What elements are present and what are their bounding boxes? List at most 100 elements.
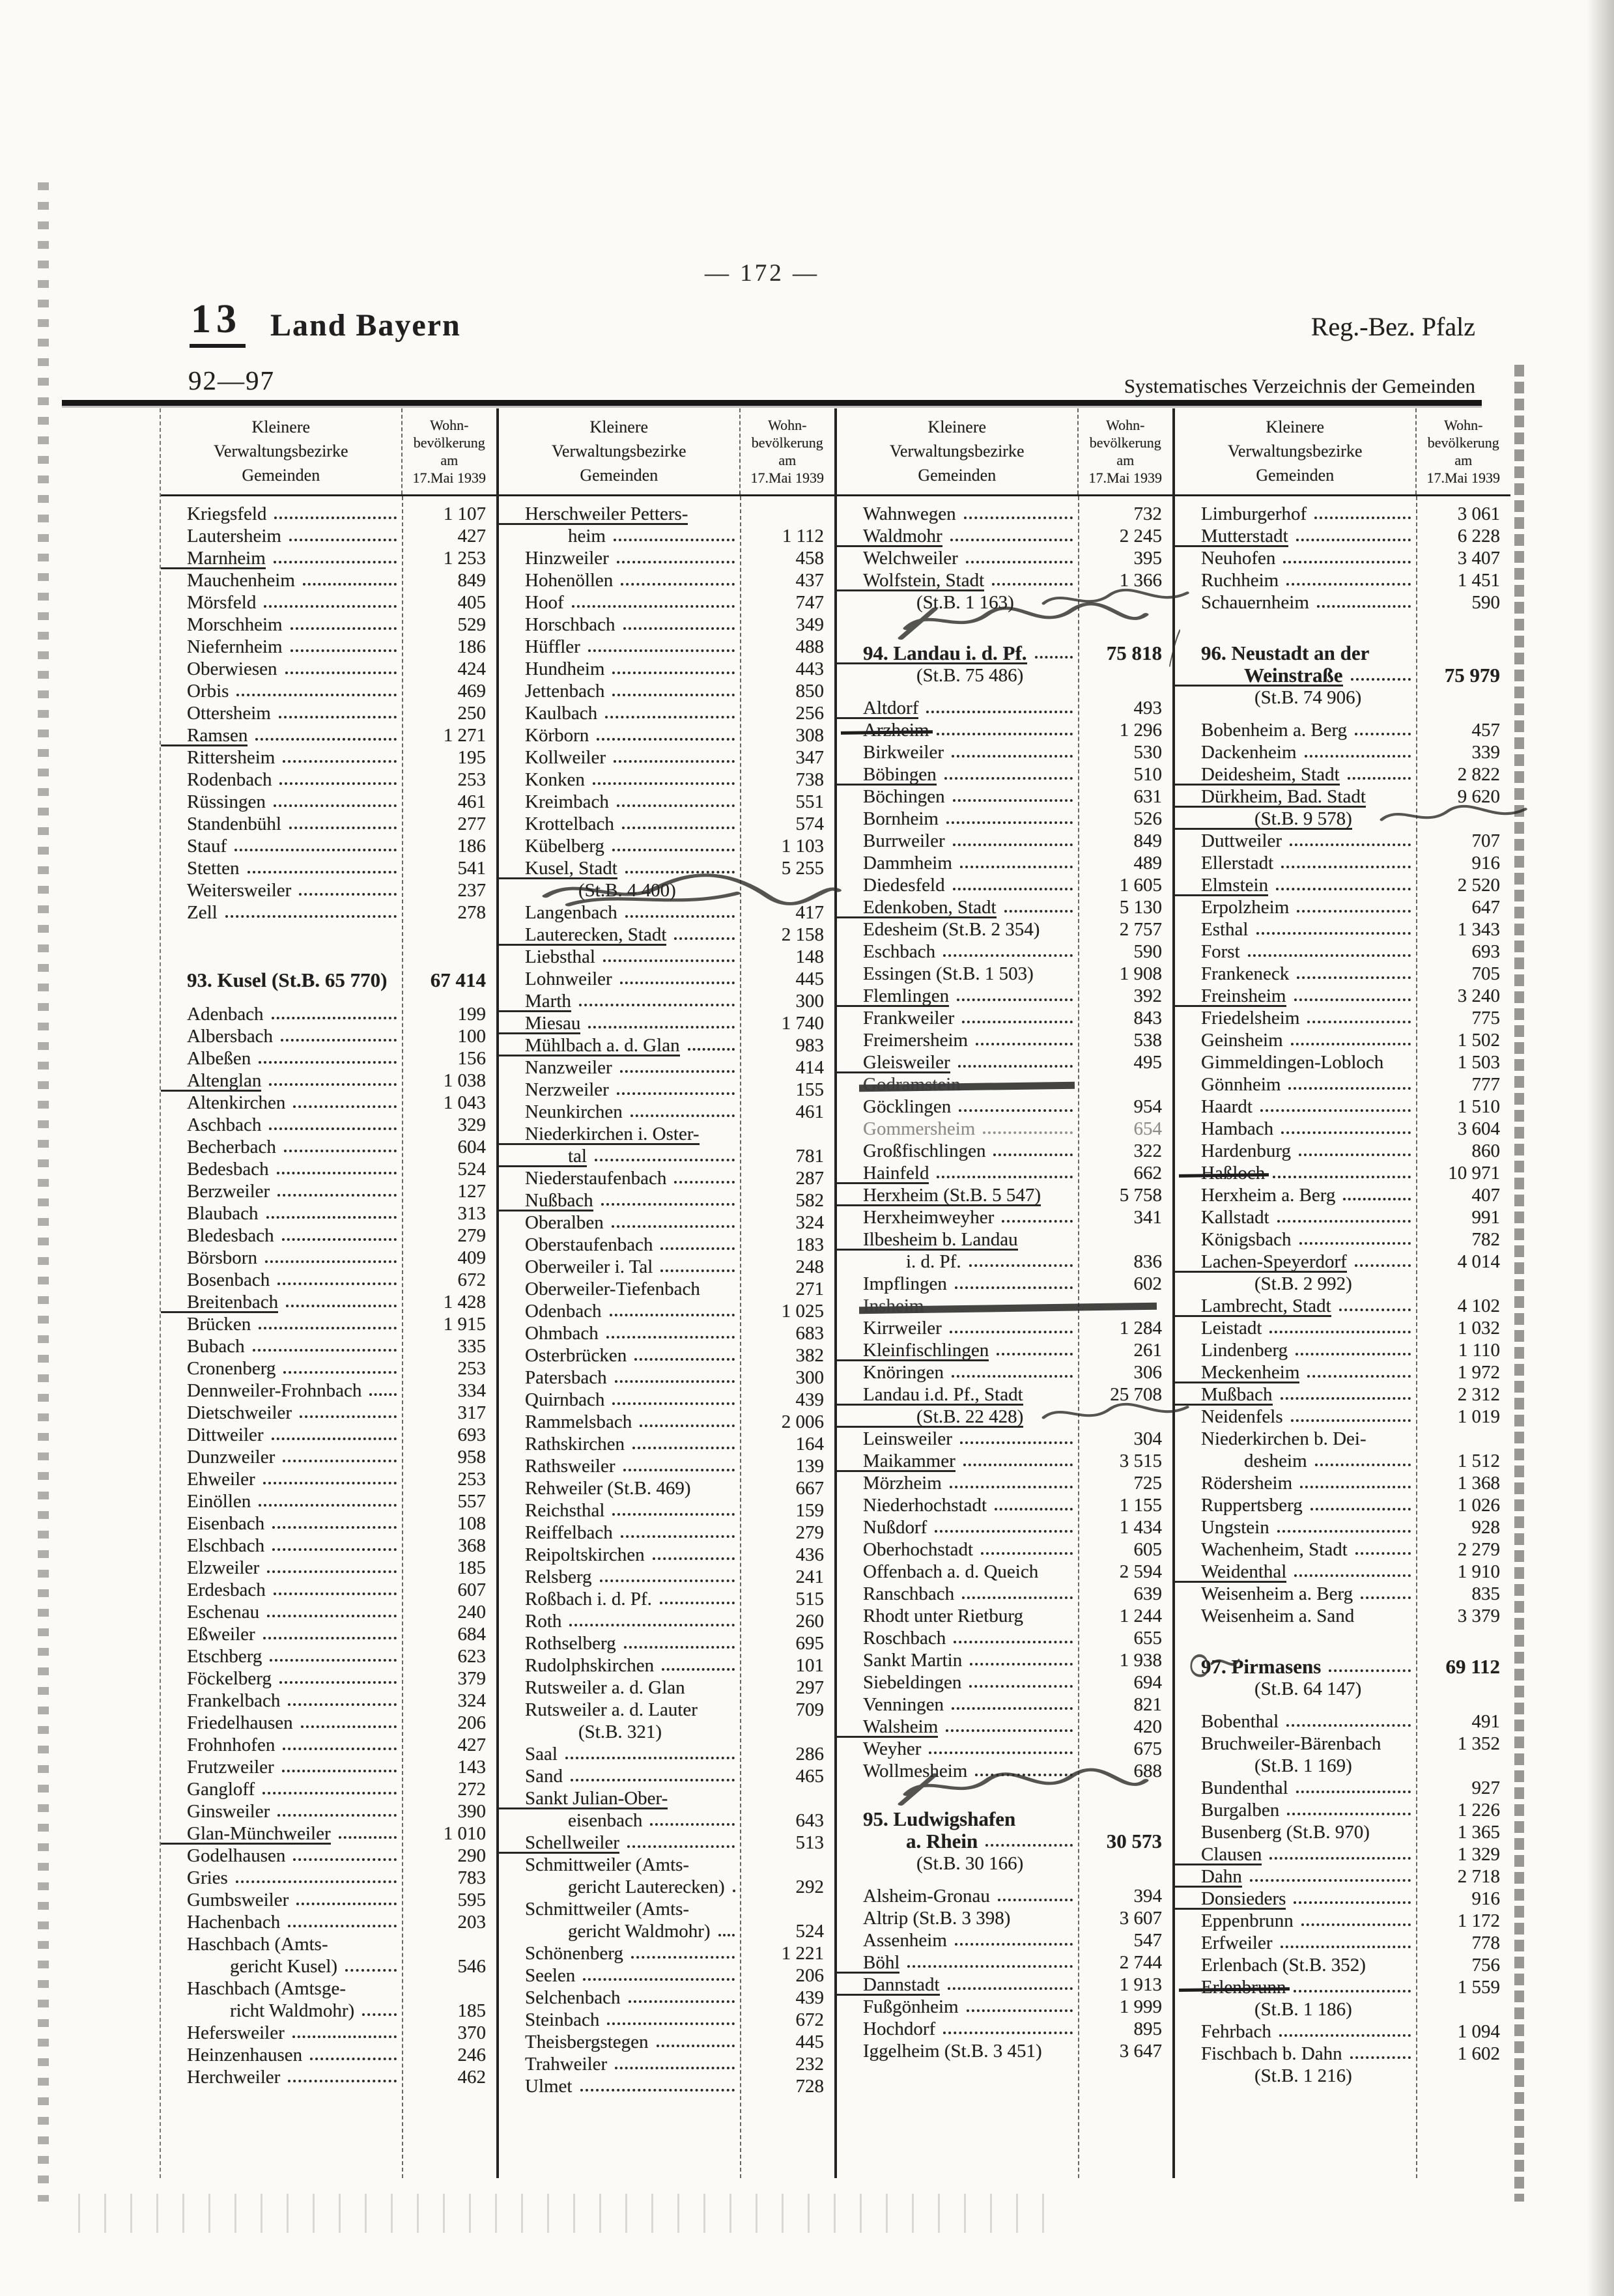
population-value: 139 — [795, 1456, 825, 1477]
table-row: Siebeldingen 694 — [837, 1671, 1172, 1694]
gemeinde-name: Rehweiler (St.B. 469) — [525, 1478, 691, 1499]
table-row: Oberwiesen 424 — [161, 658, 496, 680]
population-value: 1 019 — [1457, 1406, 1500, 1427]
table-row: Rutsweiler a. d. Glan 297 — [499, 1677, 834, 1699]
dot-leader — [259, 1490, 397, 1507]
gemeinde-name: Böhl — [837, 1951, 900, 1974]
stb-note-row: (St.B. 2 992) — [1175, 1273, 1510, 1295]
gemeinde-name: Kusel, Stadt — [499, 857, 617, 879]
population-value: 1 107 — [443, 503, 486, 524]
gemeinde-name: Hochdorf — [863, 2019, 936, 2039]
dot-leader — [628, 1987, 735, 2003]
filler — [1381, 1733, 1416, 1755]
table-row: Glan-Münchweiler 1 010 — [161, 1822, 496, 1845]
table-row: Geinsheim 1 502 — [1175, 1029, 1510, 1051]
table-row: Kreimbach 551 — [499, 791, 834, 813]
population-value: 186 — [457, 636, 487, 657]
population-value: 297 — [795, 1677, 825, 1698]
table-row: Becherbach 604 — [161, 1136, 496, 1158]
gemeinde-name: Schellweiler — [499, 1832, 619, 1854]
population-value: 2 520 — [1457, 875, 1500, 896]
population-value: 547 — [1133, 1930, 1163, 1951]
dot-leader — [1283, 547, 1411, 563]
table-row: Ginsweiler 390 — [161, 1800, 496, 1822]
gemeinde-name: Oberhochstadt — [863, 1539, 974, 1560]
population-value: 300 — [795, 1367, 825, 1388]
gemeinde-name: Hefersweiler — [187, 2022, 285, 2043]
dot-leader — [976, 1029, 1073, 1045]
table-row: Standenbühl 277 — [161, 813, 496, 835]
gemeinde-name: Nerzweiler — [525, 1079, 609, 1100]
gemeinde-name: (St.B. 64 147) — [1254, 1679, 1362, 1699]
column-body: Kriegsfeld 1 107 Lautersheim 427 Marnheim 1 2… — [161, 496, 496, 2178]
gemeinde-name: Stauf — [187, 836, 227, 857]
dot-leader — [1343, 1184, 1411, 1200]
table-row: Neidenfels 1 019 — [1175, 1406, 1510, 1428]
dot-leader — [623, 1632, 735, 1649]
table-row: Lauterecken, Stadt 2 158 — [499, 924, 834, 946]
table-row: Friedelhausen 206 — [161, 1712, 496, 1734]
filler — [685, 1677, 740, 1699]
gemeinde-name: Breitenbach — [161, 1291, 279, 1313]
population-value: 643 — [795, 1810, 825, 1831]
population-value: 334 — [457, 1380, 487, 1401]
dot-leader — [609, 1300, 735, 1316]
population-value: 10 971 — [1448, 1163, 1500, 1183]
table-row: Dackenheim 339 — [1175, 741, 1510, 763]
table-row: Niederkirchen b. Dei- — [1175, 1428, 1510, 1450]
dot-leader — [1290, 830, 1411, 846]
table-row: Mutterstadt 6 228 — [1175, 525, 1510, 547]
table-row: Mühlbach a. d. Glan 983 — [499, 1034, 834, 1056]
table-row: Liebsthal 148 — [499, 946, 834, 968]
table-row: Freinsheim 3 240 — [1175, 985, 1510, 1007]
population-value: 654 — [1133, 1118, 1163, 1139]
table-row: Rutsweiler a. d. Lauter 709 — [499, 1699, 834, 1721]
table-row: Körborn 308 — [499, 724, 834, 746]
table-row: Föckelberg 379 — [161, 1667, 496, 1690]
dot-leader — [597, 724, 735, 741]
gemeinde-name: Wollmesheim — [863, 1761, 968, 1781]
population-value: 1 284 — [1119, 1318, 1162, 1339]
gemeinde-name: Wachenheim, Stadt — [1201, 1539, 1348, 1560]
population-value: 186 — [457, 836, 487, 857]
table-row: Rodenbach 253 — [161, 769, 496, 791]
dot-leader — [595, 1145, 735, 1161]
table-row: Reipoltskirchen 436 — [499, 1544, 834, 1566]
gemeinde-name: Zell — [187, 902, 218, 923]
dot-leader — [952, 1694, 1073, 1710]
dot-leader — [1277, 1206, 1411, 1223]
dot-leader — [1354, 1251, 1411, 1267]
table-row: Böbingen 510 — [837, 763, 1172, 786]
gemeinde-name: heim — [568, 526, 606, 546]
dot-leader — [1298, 1140, 1411, 1156]
volume-number: 13 — [190, 296, 246, 348]
table-row: Göcklingen 954 — [837, 1096, 1172, 1118]
dot-leader — [992, 569, 1073, 586]
header-gemeinden: Kleinere Verwaltungsbezirke Gemeinden — [890, 418, 1025, 485]
table-row: Eisenbach 108 — [161, 1512, 496, 1535]
table-row: Hachenbach 203 — [161, 1911, 496, 1933]
dot-leader — [1280, 1383, 1411, 1400]
population-value: 2 312 — [1457, 1384, 1500, 1405]
gemeinde-name: Busenberg (St.B. 970) — [1201, 1822, 1370, 1843]
table-row: Neuhofen 3 407 — [1175, 547, 1510, 569]
dot-leader — [262, 1623, 397, 1639]
table-row: Lindenberg 1 110 — [1175, 1339, 1510, 1361]
gemeinde-name: Kollweiler — [525, 747, 606, 768]
dot-leader — [1002, 1206, 1073, 1223]
gemeinde-name: Saal — [525, 1744, 558, 1765]
row-spacer — [837, 1782, 1172, 1808]
population-value: 1 032 — [1457, 1318, 1500, 1339]
population-value: 662 — [1133, 1163, 1163, 1183]
population-value: 108 — [457, 1513, 487, 1534]
population-value: 277 — [457, 814, 487, 834]
dot-leader — [612, 1389, 735, 1405]
gemeinde-name: Weitersweiler — [187, 880, 292, 901]
dot-leader — [949, 1472, 1073, 1488]
dot-leader — [656, 2031, 735, 2047]
scan-artifact-left — [38, 182, 49, 2202]
dot-leader — [259, 1313, 397, 1329]
table-row: Dietschweiler 317 — [161, 1402, 496, 1424]
dot-leader — [1355, 1538, 1411, 1555]
gemeinde-name: Waldmohr — [837, 525, 942, 547]
